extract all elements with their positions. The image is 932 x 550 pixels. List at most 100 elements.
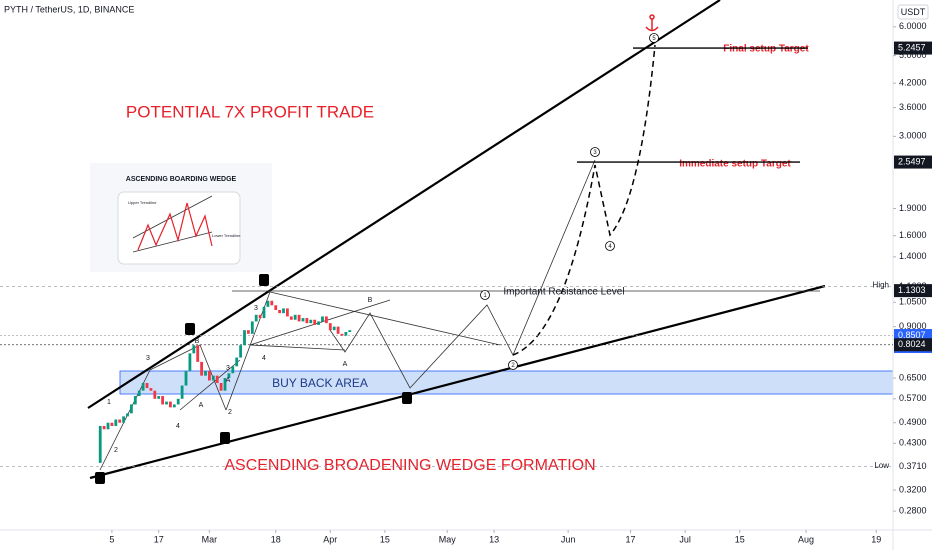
candle-body xyxy=(145,382,149,389)
y-tick-label: 0.4300 xyxy=(899,438,927,448)
price-badge-label: 2.5497 xyxy=(898,156,926,166)
wave-line xyxy=(149,344,201,371)
low-value: 0.3710 xyxy=(899,461,927,471)
candle-body xyxy=(98,425,102,463)
candle-body xyxy=(278,309,281,314)
candle-body xyxy=(172,404,176,408)
anchor-arms xyxy=(645,26,659,32)
candle-body xyxy=(157,396,161,399)
candle-body xyxy=(126,413,129,417)
price-badge xyxy=(894,284,932,298)
upper-trendline xyxy=(87,0,721,409)
candle-body xyxy=(137,390,141,397)
hand-icon xyxy=(402,392,412,404)
hand-icon xyxy=(95,472,105,484)
x-tick-label: 5 xyxy=(109,534,114,544)
candle-body xyxy=(348,330,352,332)
x-tick-label: 17 xyxy=(626,534,636,544)
anchor-icon xyxy=(645,14,659,32)
candle-body xyxy=(169,401,172,408)
wave-circle xyxy=(508,360,518,370)
high-name: High xyxy=(873,281,889,290)
wave-label: 3 xyxy=(254,305,258,312)
wave-label: 3 xyxy=(146,355,150,362)
x-tick-label: 19 xyxy=(871,534,881,544)
projection-dashed xyxy=(512,44,656,356)
immediate-target-label: Immediate setup Target xyxy=(679,159,791,170)
wave-circle xyxy=(480,290,490,300)
wave-label: 4 xyxy=(176,423,180,430)
x-tick-label: 13 xyxy=(489,534,499,544)
candle-body xyxy=(110,422,114,426)
y-tick-label: 1.9000 xyxy=(899,203,927,213)
candle-body xyxy=(254,314,258,322)
price-badge-label: 0.8507 xyxy=(898,330,926,340)
wave-circle-label: 5 xyxy=(652,36,656,42)
candle-body xyxy=(161,396,165,405)
y-tick-label: 3.0000 xyxy=(899,131,927,141)
inset-card xyxy=(117,191,241,265)
wave-label: 3 xyxy=(226,365,230,372)
wave-line xyxy=(179,359,241,411)
wave-label: 1 xyxy=(107,399,111,406)
candle-body xyxy=(149,388,153,391)
candle-body xyxy=(184,370,188,386)
wave-label: B xyxy=(195,338,200,345)
candle-body xyxy=(309,319,313,324)
candle-body xyxy=(215,375,219,383)
wave-circle-label: 3 xyxy=(593,150,597,156)
wave-line xyxy=(249,344,346,351)
candle-body xyxy=(188,353,192,371)
x-tick-label: Mar xyxy=(202,534,218,544)
candle-body xyxy=(211,375,215,381)
x-tick-label: 18 xyxy=(271,534,281,544)
y-tick-label: 0.5700 xyxy=(899,393,927,403)
candle-body xyxy=(336,326,340,334)
y-tick-label: 0.2800 xyxy=(899,506,927,516)
wave-label: 2 xyxy=(228,409,232,416)
candle-body xyxy=(301,318,305,322)
inset-label: Upper Trendline xyxy=(128,200,157,205)
candle-body xyxy=(285,308,289,317)
candle-body xyxy=(114,419,118,426)
candle-body xyxy=(321,316,324,322)
y-tick-label: 0.6500 xyxy=(899,372,927,382)
y-tick-label: 1.0500 xyxy=(899,297,927,307)
candle-body xyxy=(106,422,110,430)
y-tick-label: 4.2000 xyxy=(899,78,927,88)
wave-label: A xyxy=(343,361,348,368)
price-badge xyxy=(894,41,932,55)
x-tick-label: 15 xyxy=(735,534,745,544)
y-tick-label: 0.9000 xyxy=(899,321,927,331)
y-tick-label: 0.3200 xyxy=(899,484,927,494)
buy-back-label: BUY BACK AREA xyxy=(272,376,368,390)
wave-circle xyxy=(649,33,659,43)
candle-body xyxy=(328,323,332,331)
candle-body xyxy=(332,326,336,331)
candle-body xyxy=(219,382,223,391)
candle-body xyxy=(223,378,227,391)
candle-body xyxy=(235,357,239,367)
lower-trendline xyxy=(89,284,826,480)
price-badge-label: 1.1303 xyxy=(898,285,926,295)
candle-body xyxy=(165,401,168,405)
inset-title: ASCENDING BOARDING WEDGE xyxy=(126,176,237,183)
currency: USDT xyxy=(901,7,926,17)
y-tick-label: 3.6000 xyxy=(899,102,927,112)
wave-circle-label: 2 xyxy=(511,363,515,369)
inset-label: Lower Trendline xyxy=(212,233,241,238)
wave-label: 2 xyxy=(114,447,118,454)
candle-body xyxy=(227,373,231,379)
price-badge-label: 0.8024 xyxy=(898,339,926,349)
wave-line xyxy=(249,299,391,346)
candle-body xyxy=(250,321,254,334)
candle-body xyxy=(274,305,278,310)
wave-circle-label: 4 xyxy=(608,244,612,250)
candle-body xyxy=(239,345,243,358)
candle-body xyxy=(243,330,246,346)
x-tick-label: Aug xyxy=(798,534,814,544)
low-name: Low xyxy=(874,461,889,470)
candle-body xyxy=(153,390,157,399)
candle-body xyxy=(289,316,293,320)
x-tick-label: 15 xyxy=(380,534,390,544)
